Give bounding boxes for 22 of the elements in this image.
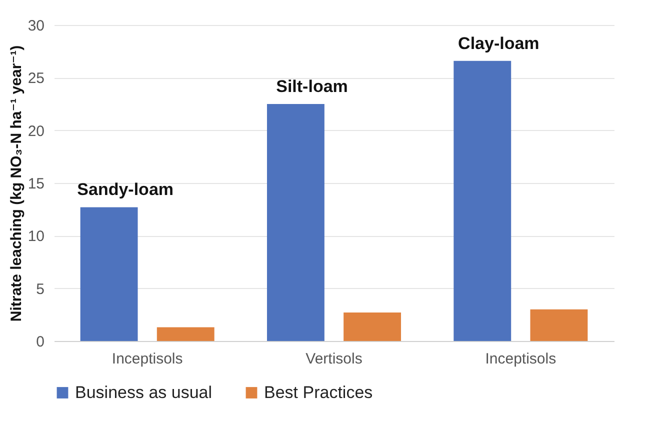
y-tick-label: 5: [36, 280, 44, 298]
annotation: Clay-loam: [458, 34, 540, 53]
legend-label: Best Practices: [264, 382, 373, 402]
bar: [266, 104, 324, 341]
y-tick-label: 25: [28, 70, 44, 88]
bar: [80, 207, 138, 341]
y-tick-label: 0: [36, 334, 44, 350]
x-tick-label: Inceptisols: [112, 350, 183, 368]
annotation: Sandy-loam: [77, 180, 174, 200]
bar: [156, 327, 214, 341]
bar: [530, 309, 588, 341]
legend-label: Business as usual: [75, 382, 212, 402]
y-tick-label: 10: [28, 228, 44, 246]
x-tick-label: Inceptisols: [485, 350, 556, 368]
bar: [344, 312, 402, 341]
annotation: Silt-loam: [276, 77, 348, 96]
bar: [454, 60, 512, 341]
y-tick-label: 30: [28, 18, 44, 34]
y-tick-label: 15: [28, 176, 44, 192]
x-tick-label: Vertisols: [306, 350, 362, 368]
y-axis-title: Nitrate leaching (kg NO₃-N ha⁻¹ year⁻¹): [8, 45, 25, 322]
y-tick-label: 20: [28, 122, 44, 140]
